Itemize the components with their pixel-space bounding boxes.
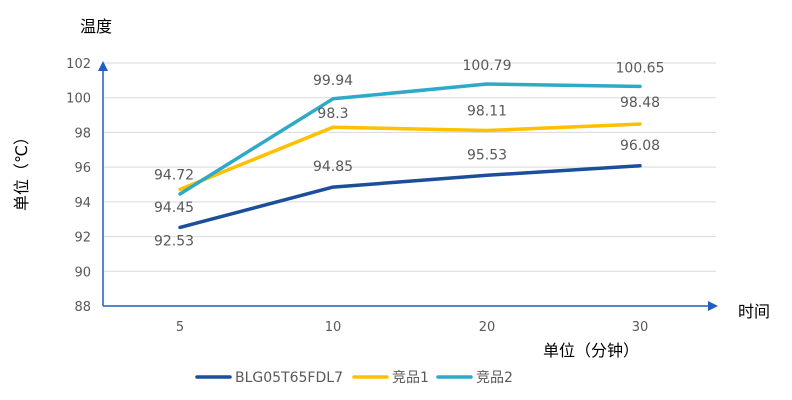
x-tick-label: 20 <box>479 320 496 335</box>
data-labels: 92.53 94.85 95.53 96.08 94.72 98.3 98.11 98.48 9… <box>154 58 665 249</box>
y-tick-label: 100 <box>66 92 91 107</box>
x-tick-labels: 5 10 20 30 <box>176 320 648 335</box>
data-label: 94.72 <box>154 167 194 183</box>
y-tick-label: 102 <box>66 57 91 72</box>
y-tick-label: 90 <box>74 265 91 280</box>
data-label: 94.85 <box>313 159 353 175</box>
series-line-1 <box>178 164 642 230</box>
data-label: 92.53 <box>154 233 194 249</box>
legend-label-1: BLG05T65FDL7 <box>235 370 343 386</box>
x-tick-label: 30 <box>632 320 649 335</box>
x-axis-title: 时间 <box>738 302 770 321</box>
y-tick-labels: 88 90 92 94 96 98 100 102 <box>66 57 91 315</box>
x-axis-arrow <box>708 301 718 311</box>
data-label: 94.45 <box>154 200 194 216</box>
y-axis-arrow <box>98 61 108 71</box>
legend-label-3: 竞品2 <box>476 369 513 386</box>
data-label: 98.11 <box>467 104 507 120</box>
data-label: 96.08 <box>620 138 660 154</box>
series-line-2 <box>178 122 642 192</box>
grid-lines <box>103 62 716 272</box>
y-axis-label: 单位（℃） <box>12 129 31 211</box>
y-tick-label: 98 <box>74 126 91 141</box>
series-line-3 <box>178 82 642 196</box>
data-label: 100.65 <box>616 60 665 76</box>
axes <box>98 61 718 311</box>
data-label: 99.94 <box>313 73 353 89</box>
x-tick-label: 10 <box>325 320 342 335</box>
y-tick-label: 88 <box>74 300 91 315</box>
y-tick-label: 94 <box>74 196 91 211</box>
x-axis-label: 单位（分钟） <box>543 341 639 360</box>
y-axis-title: 温度 <box>80 17 112 36</box>
data-label: 100.79 <box>463 58 512 74</box>
data-label: 98.3 <box>317 106 348 122</box>
legend-label-2: 竞品1 <box>392 369 429 386</box>
data-label: 95.53 <box>467 147 507 163</box>
x-tick-label: 5 <box>176 320 184 335</box>
series-lines <box>178 82 642 230</box>
legend: BLG05T65FDL7 竞品1 竞品2 <box>195 369 513 386</box>
data-label: 98.48 <box>620 95 660 111</box>
y-tick-label: 92 <box>74 231 91 246</box>
y-tick-label: 96 <box>74 161 91 176</box>
